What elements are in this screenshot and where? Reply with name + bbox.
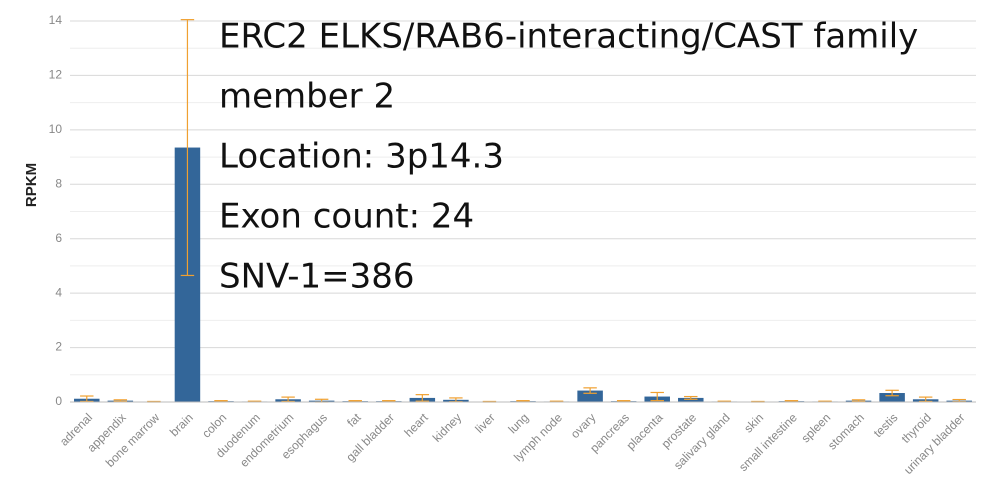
annotation: ERC2 ELKS/RAB6-interacting/CAST family — [219, 17, 918, 57]
error-bar — [918, 396, 933, 403]
y-axis-label: RPKM — [23, 163, 40, 207]
error-bar — [415, 394, 430, 402]
y-tick-label: 6 — [55, 231, 62, 245]
bar — [879, 393, 905, 402]
error-bar — [583, 387, 597, 394]
x-tick-label: fat — [344, 410, 364, 430]
x-tick-label: skin — [741, 410, 766, 435]
x-tick-label: urinary bladder — [901, 410, 968, 477]
x-tick-label: testis — [871, 410, 901, 440]
x-tick-label: stomach — [825, 410, 867, 452]
annotation: Location: 3p14.3 — [219, 137, 504, 177]
y-tick-label: 2 — [55, 340, 62, 354]
x-tick-label: lung — [505, 410, 531, 436]
x-tick-label: placenta — [624, 410, 666, 452]
x-tick-label: ovary — [568, 410, 599, 441]
error-bar — [684, 395, 698, 400]
error-bar — [885, 389, 899, 397]
x-tick-label: brain — [167, 410, 196, 439]
y-tick-label: 4 — [55, 285, 62, 299]
error-bar — [650, 391, 664, 402]
error-bar — [113, 399, 128, 403]
y-tick-label: 8 — [55, 176, 62, 190]
error-bar — [281, 396, 295, 403]
annotation: Exon count: 24 — [219, 197, 474, 237]
y-tick-label: 0 — [55, 394, 62, 408]
error-bar — [80, 395, 94, 403]
x-tick-label: heart — [401, 410, 431, 440]
y-tick-label: 10 — [49, 122, 63, 136]
x-tick-label: liver — [472, 410, 497, 435]
annotation: member 2 — [219, 77, 395, 117]
y-tick-label: 12 — [49, 68, 63, 82]
annotation: SNV-1=386 — [219, 257, 415, 297]
error-bar — [180, 19, 195, 277]
x-tick-label: colon — [199, 410, 229, 440]
y-tick-label: 14 — [49, 13, 63, 27]
x-tick-label: kidney — [430, 410, 464, 444]
bar — [577, 390, 603, 402]
error-bar — [851, 399, 866, 403]
bar — [678, 397, 704, 402]
